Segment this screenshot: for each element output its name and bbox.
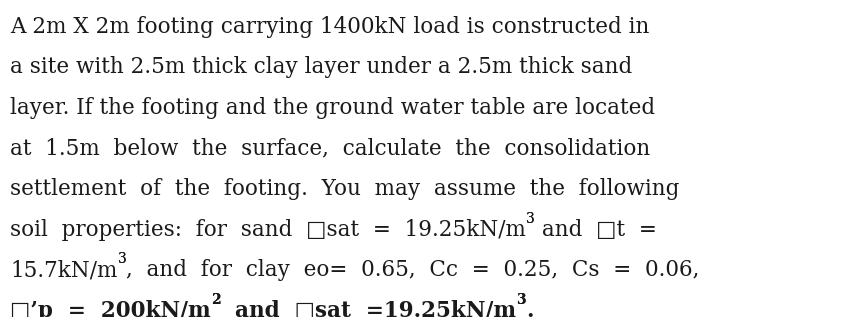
Text: 3: 3	[118, 252, 126, 266]
Text: .: .	[526, 300, 534, 317]
Text: 3: 3	[517, 293, 526, 307]
Text: 3: 3	[526, 212, 534, 226]
Text: a site with 2.5m thick clay layer under a 2.5m thick sand: a site with 2.5m thick clay layer under …	[10, 56, 633, 78]
Text: ,  and  for  clay  eo=  0.65,  Cc  =  0.25,  Cs  =  0.06,: , and for clay eo= 0.65, Cc = 0.25, Cs =…	[126, 259, 700, 281]
Text: 2: 2	[211, 293, 220, 307]
Text: 3: 3	[118, 252, 126, 266]
Text: 2: 2	[211, 293, 220, 307]
Text: 3: 3	[517, 293, 526, 307]
Text: 15.7kN/m: 15.7kN/m	[10, 259, 118, 281]
Text: □’p  =  200kN/m: □’p = 200kN/m	[10, 300, 211, 317]
Text: at  1.5m  below  the  surface,  calculate  the  consolidation: at 1.5m below the surface, calculate the…	[10, 138, 650, 159]
Text: settlement  of  the  footing.  You  may  assume  the  following: settlement of the footing. You may assum…	[10, 178, 679, 200]
Text: A 2m X 2m footing carrying 1400kN load is constructed in: A 2m X 2m footing carrying 1400kN load i…	[10, 16, 650, 38]
Text: and  □t  =: and □t =	[534, 219, 656, 241]
Text: 3: 3	[526, 212, 534, 226]
Text: layer. If the footing and the ground water table are located: layer. If the footing and the ground wat…	[10, 97, 656, 119]
Text: and  □sat  =19.25kN/m: and □sat =19.25kN/m	[220, 300, 517, 317]
Text: soil  properties:  for  sand  □sat  =  19.25kN/m: soil properties: for sand □sat = 19.25kN…	[10, 219, 526, 241]
